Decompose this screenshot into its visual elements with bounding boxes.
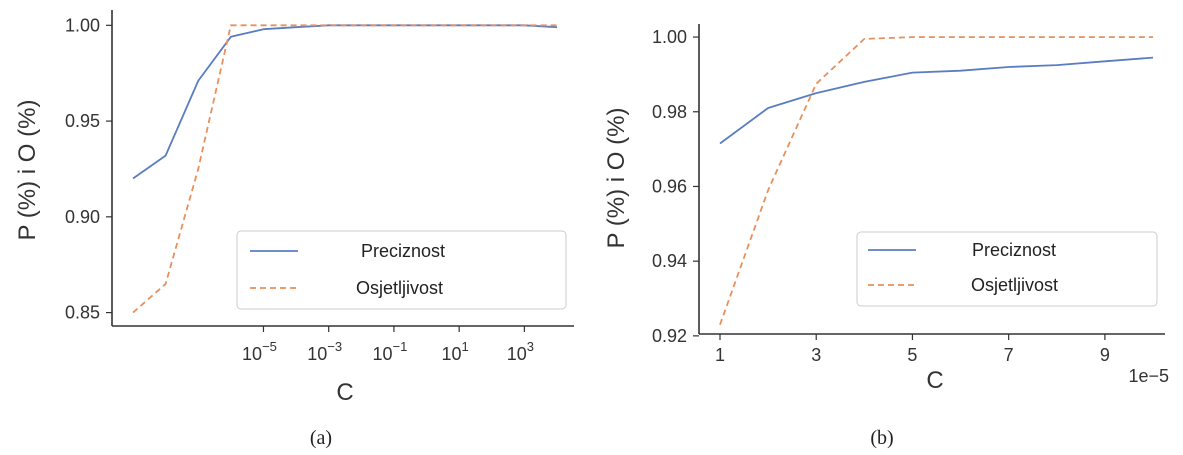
- y-ticks-a: 0.85 0.90 0.95 1.00: [65, 15, 112, 323]
- legend-box-a: [236, 230, 567, 310]
- y-axis-title-b: P (%) i O (%): [603, 108, 630, 249]
- x-tick-label: 1: [715, 345, 725, 365]
- x-tick-label: 10−5: [242, 339, 277, 364]
- x-tick-label: 7: [1004, 345, 1014, 365]
- series-line-osjetljivost: [132, 24, 557, 314]
- series-line-preciznost: [132, 24, 558, 180]
- x-tick-label: 9: [1100, 345, 1110, 365]
- y-tick-label: 0.98: [652, 102, 687, 122]
- caption-a: (a): [310, 427, 332, 449]
- legend-box-b: [856, 231, 1158, 307]
- x-tick-label: 101: [442, 339, 469, 364]
- y-tick-label: 0.85: [65, 303, 100, 323]
- y-tick-label: 1.00: [65, 15, 100, 35]
- x-ticks-a: 10−5 10−3 10−1 101 103: [242, 326, 534, 364]
- y-tick-label: 0.96: [652, 176, 687, 196]
- x-tick-label: 10−3: [307, 339, 342, 364]
- legend-label-sensitivity-b: Osjetljivost: [971, 275, 1058, 295]
- caption-b: (b): [870, 427, 893, 449]
- x-tick-label: 10−1: [372, 339, 407, 364]
- x-tick-label: 5: [907, 345, 917, 365]
- y-tick-label: 0.92: [652, 326, 687, 346]
- x-tick-label: 3: [811, 345, 821, 365]
- x-axis-title-a: C: [336, 379, 353, 406]
- legend-a: Preciznost Osjetljivost: [236, 230, 567, 310]
- y-tick-label: 1.00: [652, 27, 687, 47]
- legend-label-precision-b: Preciznost: [972, 240, 1056, 260]
- y-tick-label: 0.95: [65, 111, 100, 131]
- x-axis-title-b: C: [926, 367, 943, 394]
- x-offset-label-b: 1e−5: [1128, 366, 1169, 386]
- x-tick-label: 103: [507, 339, 534, 364]
- chart-panel-b: 0.92 0.94 0.96 0.98 1.00 1 3 5 7 9 P (%) i O (%)…: [603, 24, 1169, 449]
- legend-label-precision-a: Preciznost: [361, 241, 445, 261]
- y-ticks-b: 0.92 0.94 0.96 0.98 1.00: [652, 27, 699, 346]
- lines-a: [132, 24, 558, 314]
- series-line-preciznost: [719, 56, 1154, 145]
- series-line-osjetljivost: [719, 36, 1153, 326]
- x-ticks-b: 1 3 5 7 9: [715, 334, 1110, 365]
- y-tick-label: 0.90: [65, 207, 100, 227]
- legend-b: Preciznost Osjetljivost: [856, 231, 1158, 307]
- lines-b: [719, 36, 1154, 326]
- y-tick-label: 0.94: [652, 251, 687, 271]
- chart-panel-a: 0.85 0.90 0.95 1.00 10−5 10−3 10−1 101 103 P (%…: [14, 10, 574, 449]
- y-axis-title-a: P (%) i O (%): [14, 100, 41, 241]
- legend-label-sensitivity-a: Osjetljivost: [356, 278, 443, 298]
